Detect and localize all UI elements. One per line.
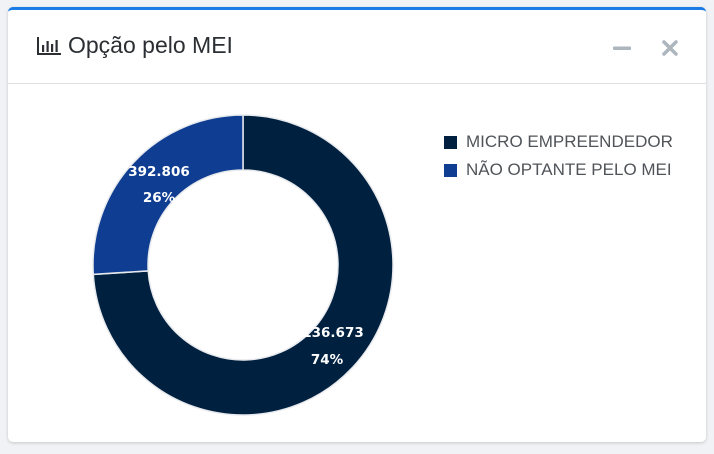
legend-item-micro-empreendedor[interactable]: MICRO EMPREENDEDOR [444,128,673,156]
slice-pct-label: 74% [311,352,344,368]
close-icon [662,40,678,56]
card-header: Opção pelo MEI [8,10,706,84]
slice-nao-optante[interactable] [92,114,244,276]
close-button[interactable] [660,38,680,58]
slice-value-label: 136.673 [302,325,364,341]
donut-chart: 392.806 26% 136.673 74% [92,114,394,416]
slice-value-label: 392.806 [128,164,190,180]
legend-label: MICRO EMPREENDEDOR [466,132,673,151]
legend-item-nao-optante[interactable]: NÃO OPTANTE PELO MEI [444,156,673,184]
legend-swatch [444,135,457,149]
slice-micro-empreendedor[interactable] [92,114,394,416]
card-title: Opção pelo MEI [36,32,233,59]
bar-chart-icon [37,36,61,55]
slice-pct-label: 26% [143,190,176,206]
card-title-text: Opção pelo MEI [68,32,233,58]
legend-swatch [444,163,457,177]
minimize-button[interactable] [612,38,632,58]
minimize-icon [613,46,631,50]
card-tools [612,38,680,58]
chart-legend: MICRO EMPREENDEDOR NÃO OPTANTE PELO MEI [444,128,673,184]
card-body: 392.806 26% 136.673 74% MICRO EMPREENDED… [8,84,706,443]
mei-option-card: Opção pelo MEI 392.806 26% 136.673 [8,7,706,442]
legend-label: NÃO OPTANTE PELO MEI [466,160,672,179]
